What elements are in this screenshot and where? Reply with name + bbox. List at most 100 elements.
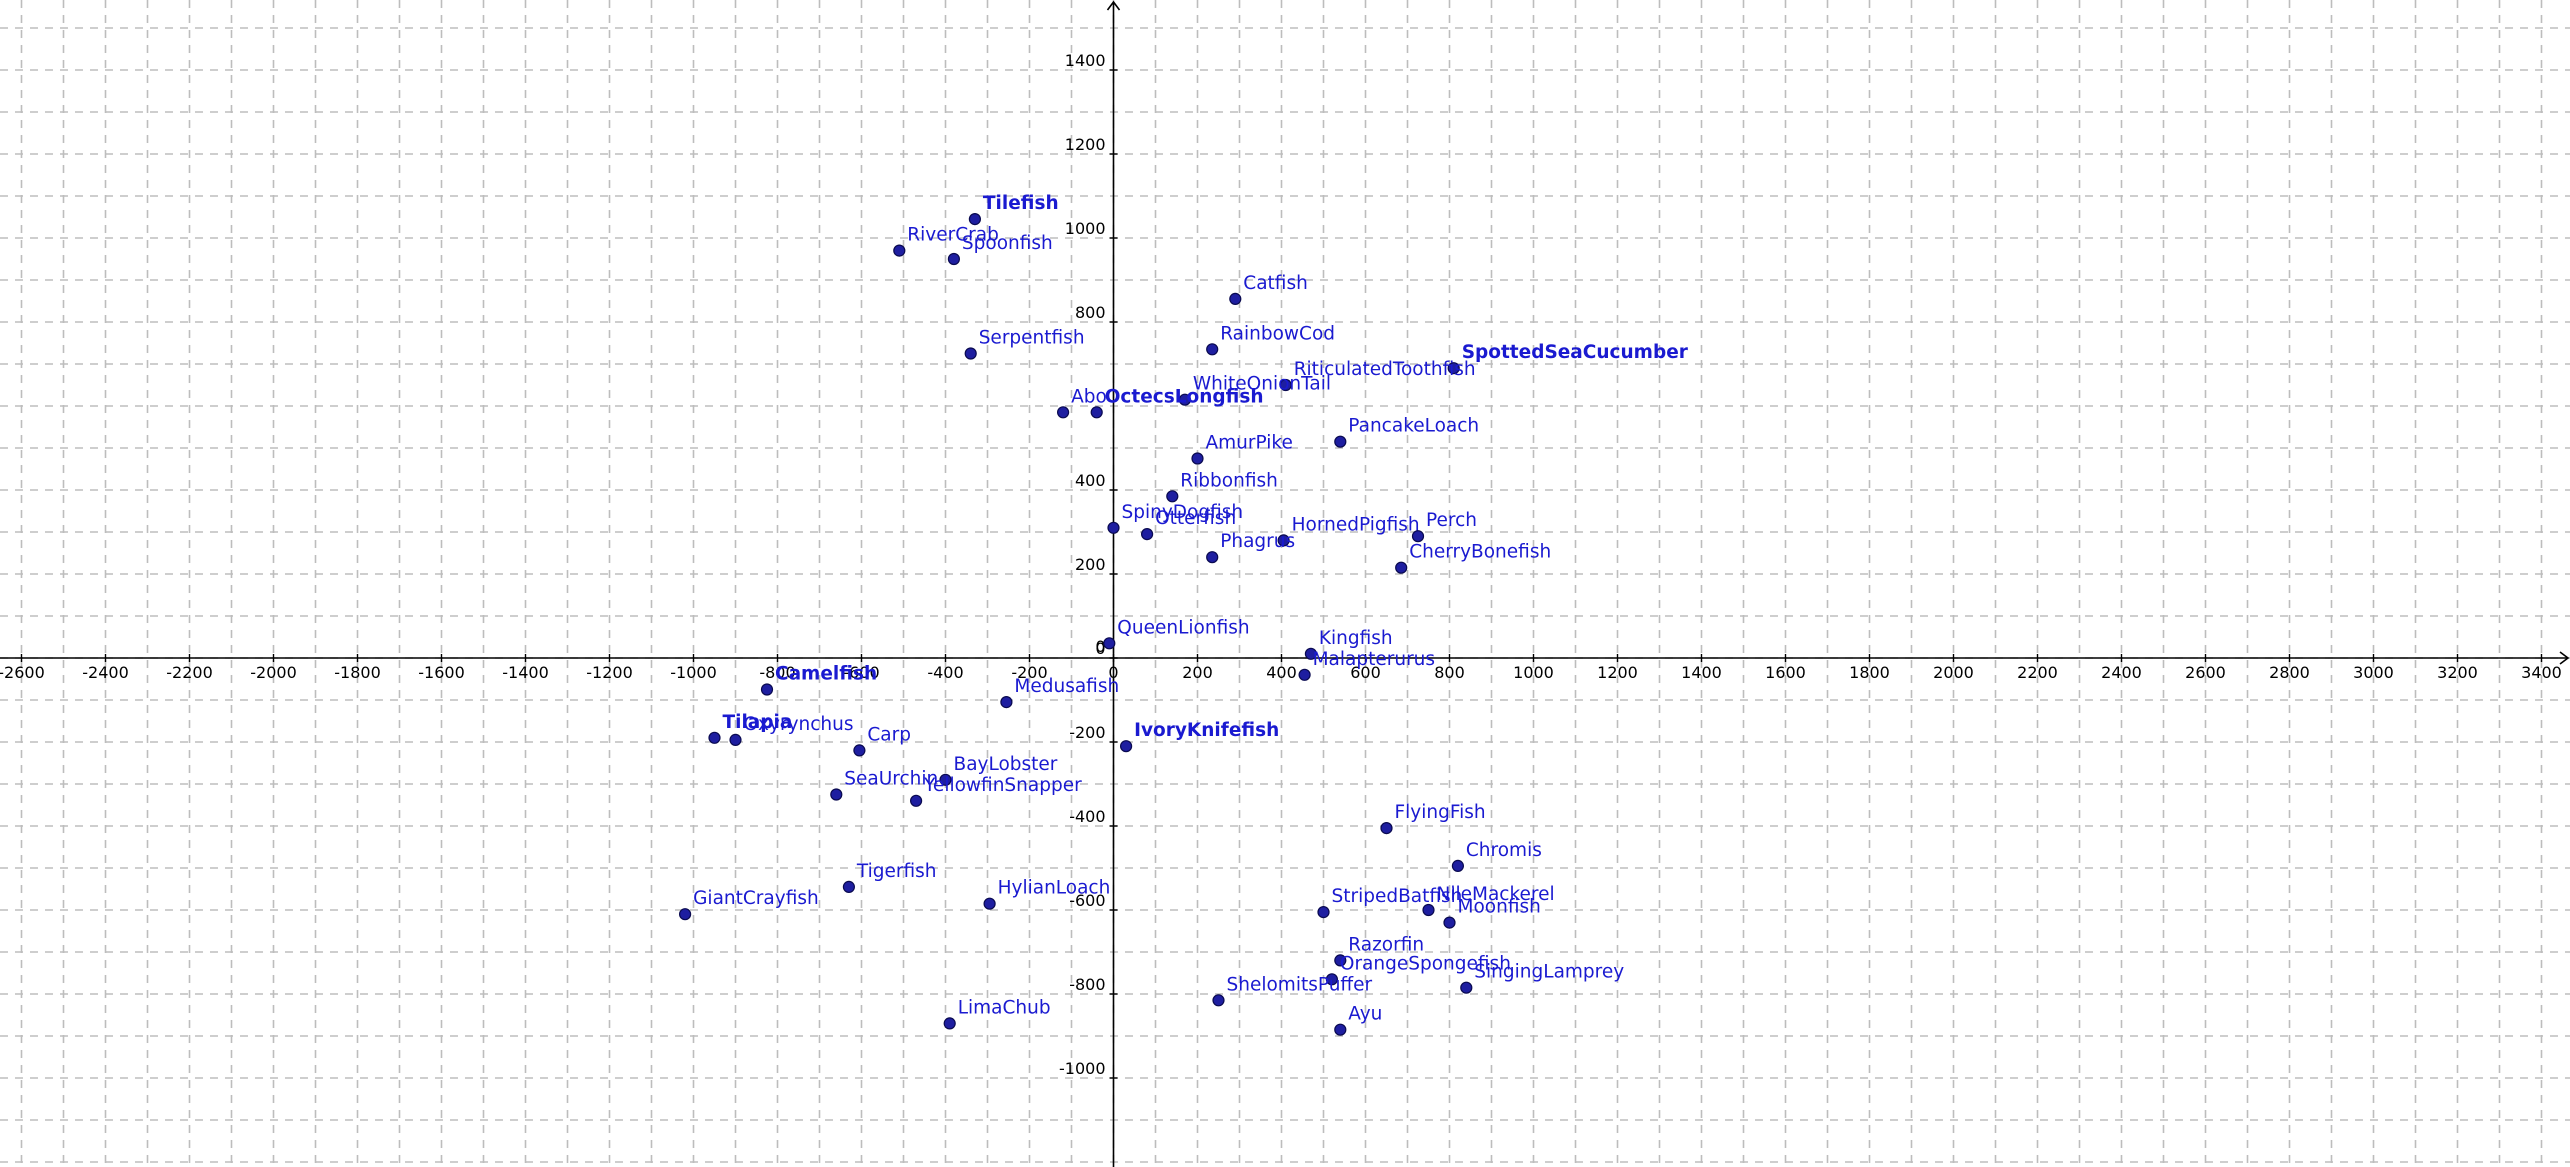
data-point[interactable] — [1107, 521, 1120, 534]
data-point-group[interactable]: Abo — [1056, 386, 1107, 419]
data-point[interactable] — [909, 794, 923, 807]
data-point-group[interactable]: CherryBonefish — [1395, 542, 1552, 574]
data-point[interactable] — [1411, 530, 1425, 543]
data-point[interactable] — [983, 897, 996, 910]
data-point-group[interactable]: Ribbonfish — [1166, 470, 1278, 503]
data-point-group[interactable]: Moonfish — [1443, 897, 1541, 929]
data-point-group[interactable]: Phagrus — [1206, 531, 1295, 564]
data-point[interactable] — [1304, 647, 1318, 660]
data-point[interactable] — [1090, 406, 1103, 419]
data-point[interactable] — [939, 773, 952, 786]
data-point-group[interactable]: Catfish — [1229, 273, 1308, 305]
data-point[interactable] — [853, 744, 866, 757]
data-point-group[interactable]: Medusafish — [1000, 676, 1119, 709]
data-point[interactable] — [1422, 903, 1435, 917]
data-point-group[interactable]: Malapterurus — [1298, 649, 1435, 681]
data-point[interactable] — [1191, 452, 1204, 465]
data-point-group[interactable]: Tilapia — [708, 712, 792, 744]
data-point-group[interactable]: SpinyDogfish — [1107, 502, 1243, 534]
data-point-group[interactable]: Ayu — [1334, 1004, 1383, 1036]
data-point-group[interactable]: WhiteOnionTail — [1178, 374, 1331, 406]
data-point-group[interactable]: Serpentfish — [964, 328, 1085, 360]
x-tick-label: -2200 — [166, 663, 213, 682]
data-point-group[interactable]: IvoryKnifefish — [1119, 720, 1280, 753]
data-point-group[interactable]: RiticulatedToothfish — [1279, 359, 1476, 392]
data-point[interactable] — [1317, 905, 1330, 919]
data-point-group[interactable]: HylianLoach — [983, 878, 1110, 910]
data-point[interactable] — [1395, 561, 1408, 574]
data-point[interactable] — [1000, 695, 1013, 709]
data-point[interactable] — [1380, 821, 1393, 835]
data-point-group[interactable]: OrangeSpongefish — [1325, 953, 1511, 986]
data-point-group[interactable]: HornedPigfish — [1277, 514, 1420, 547]
data-point[interactable] — [1103, 637, 1116, 650]
data-point-group[interactable]: ShelomitsPuffer — [1212, 974, 1373, 1007]
data-point[interactable] — [1229, 292, 1242, 305]
y-tick-label: 1000 — [1065, 219, 1106, 238]
data-point-group[interactable]: Razorfin — [1334, 934, 1424, 967]
x-axis-arrow-icon — [2559, 651, 2570, 665]
data-point-group[interactable]: Kingfish — [1304, 628, 1393, 660]
data-point-group[interactable]: QueenLionfish — [1103, 617, 1250, 650]
data-point-group[interactable]: Chromis — [1451, 840, 1542, 873]
data-point[interactable] — [1460, 981, 1473, 994]
data-point-group[interactable]: FlyingFish — [1380, 802, 1486, 835]
data-point[interactable] — [964, 347, 977, 360]
data-point-group[interactable]: GiantCrayfish — [678, 888, 819, 921]
data-point-label: SpottedSeaCucumber — [1462, 342, 1689, 363]
data-point-group[interactable]: NileMackerel — [1422, 884, 1555, 917]
data-point[interactable] — [943, 1017, 956, 1030]
data-point-group[interactable]: AmurPike — [1191, 433, 1293, 465]
data-point[interactable] — [1325, 973, 1339, 986]
data-point[interactable] — [1206, 343, 1219, 356]
data-point[interactable] — [968, 213, 982, 226]
data-point-group[interactable]: Perch — [1411, 510, 1477, 543]
data-point[interactable] — [1298, 668, 1311, 681]
data-point[interactable] — [1334, 954, 1347, 967]
data-point[interactable] — [1451, 859, 1465, 873]
data-point[interactable] — [947, 252, 961, 266]
data-point[interactable] — [1279, 378, 1292, 392]
data-point-group[interactable]: SingingLamprey — [1460, 962, 1624, 994]
data-point[interactable] — [830, 788, 843, 801]
data-point-group[interactable]: LimaChub — [943, 997, 1051, 1030]
data-point[interactable] — [708, 731, 721, 744]
data-point-group[interactable]: Camelfish — [760, 664, 878, 696]
data-point-group[interactable]: RiverCrab — [893, 225, 999, 257]
data-point-group[interactable]: Otterfish — [1140, 508, 1237, 541]
data-point-group[interactable]: Tigerfish — [842, 861, 937, 894]
data-point[interactable] — [760, 683, 774, 696]
data-point-group[interactable]: RainbowCod — [1206, 323, 1335, 356]
data-point-group[interactable]: StripedBatfish — [1317, 886, 1462, 919]
data-point[interactable] — [1166, 490, 1179, 503]
data-point-group[interactable]: PancakeLoach — [1334, 416, 1479, 448]
data-point-label: QueenLionfish — [1117, 617, 1249, 638]
data-point-group[interactable]: Oxyrynchus — [729, 714, 854, 747]
data-point-group[interactable]: OctecsLongfish — [1090, 386, 1264, 419]
data-point[interactable] — [678, 908, 692, 921]
data-point[interactable] — [729, 733, 742, 747]
data-point-label: Chromis — [1466, 840, 1542, 861]
data-point[interactable] — [1178, 393, 1192, 406]
data-point[interactable] — [1212, 994, 1225, 1007]
data-point-group[interactable]: YellowfinSnapper — [909, 775, 1083, 807]
data-point[interactable] — [893, 244, 906, 257]
data-point-label: PancakeLoach — [1348, 416, 1479, 437]
data-point[interactable] — [1334, 1023, 1347, 1036]
data-point[interactable] — [842, 880, 856, 894]
data-point-group[interactable]: Spoonfish — [947, 233, 1053, 266]
data-point-label: RiverCrab — [907, 225, 999, 246]
data-point-group[interactable]: SpottedSeaCucumber — [1447, 342, 1689, 375]
data-point-group[interactable]: SeaUrchin — [830, 769, 938, 801]
data-point[interactable] — [1447, 362, 1460, 375]
data-point[interactable] — [1277, 534, 1290, 547]
data-point[interactable] — [1206, 551, 1219, 564]
data-point[interactable] — [1334, 435, 1347, 448]
data-point[interactable] — [1443, 916, 1456, 929]
data-point[interactable] — [1140, 527, 1154, 541]
data-point-group[interactable]: Carp — [853, 724, 911, 757]
data-point[interactable] — [1119, 740, 1133, 753]
data-point[interactable] — [1056, 406, 1070, 419]
data-point-group[interactable]: Tilefish — [968, 193, 1059, 226]
data-point-group[interactable]: BayLobster — [939, 754, 1058, 786]
